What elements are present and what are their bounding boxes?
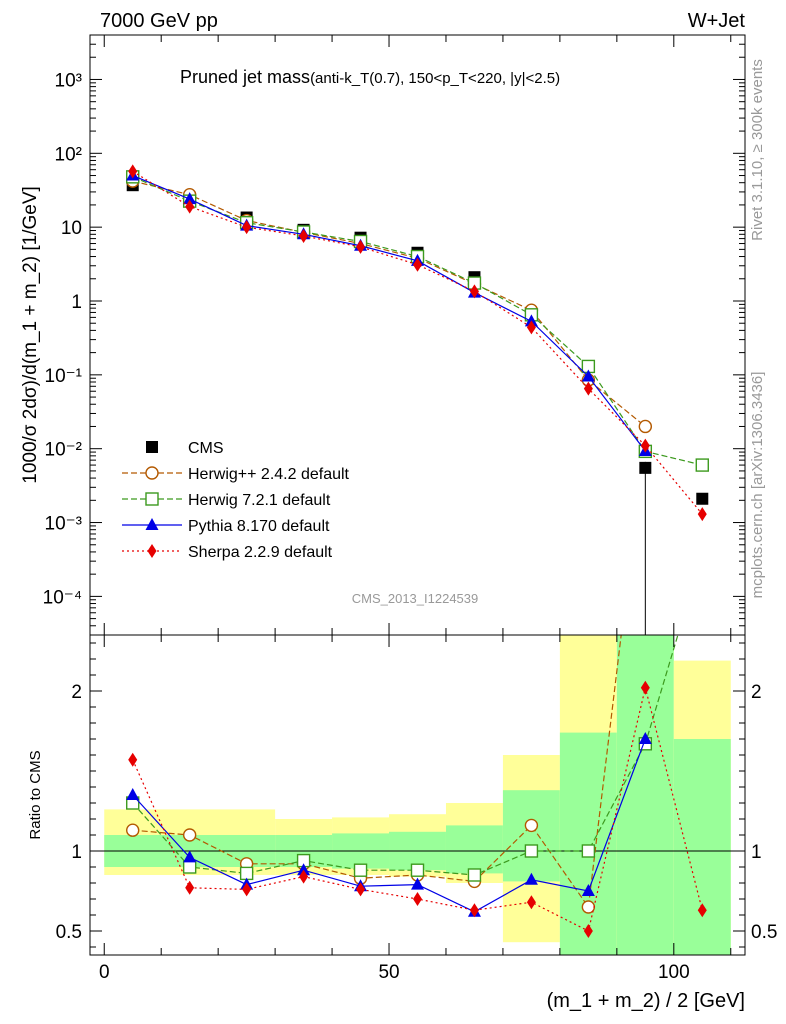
ratio-band-inner-5 [502,790,560,882]
sherpa-ratio-point-25 [242,882,252,897]
sherpa-main-point-95 [640,438,650,453]
herwig7-ratio-point-75 [524,844,539,858]
sherpa-ratio-point-35 [299,869,309,884]
cms-main-point-95 [639,461,652,474]
rivet-version-label: Rivet 3.1.10, ≥ 300k events [749,59,766,241]
ratio-y-axis-label: Ratio to CMS [27,750,44,839]
sherpa-main-point-15 [185,199,195,214]
header-right-label: W+Jet [688,10,746,32]
sherpa-main-point-65 [469,284,479,299]
sherpa-main-line [132,170,703,515]
pythia-ratio-point-55 [411,877,424,890]
cms-legend-marker [146,441,158,453]
herwigpp-main-line [132,180,646,427]
ratio-series-layer [126,635,707,938]
sherpa-ratio-point-5 [128,752,138,767]
herwig7-main-point-105 [695,458,709,472]
main-y-tick-label: 10² [55,144,82,165]
sherpa-ratio-point-15 [185,880,195,895]
pythia-main-point-15 [183,192,197,205]
sherpa-main-point-75 [526,320,536,335]
herwig7-ratio-point-85 [581,844,596,858]
pythia-ratio-point-95 [638,732,652,744]
ratio-y-tick-label-right: 2 [751,682,762,703]
ratio-y-tick-label-left: 1 [71,842,82,863]
herwigpp-ratio-point-15 [182,828,197,842]
pythia-ratio-point-35 [297,863,311,876]
herwigpp-legend-marker [145,466,159,480]
sherpa-main-point-25 [242,220,252,235]
ratio-y-tick-label-left: 2 [71,682,82,703]
sherpa-ratio-point-105 [697,903,707,918]
ratio-band-inner-4 [445,825,503,874]
herwigpp-legend-label: Herwig++ 2.4.2 default [188,466,350,483]
pythia-ratio-line [132,738,646,913]
main-y-tick-label: 10⁻³ [45,514,83,535]
sherpa-legend-label: Sherpa 2.2.9 default [188,544,333,561]
axes-layer: 10⁻⁴ 10⁻³ 10⁻² 10⁻¹ 1 10 10² 10³ 0 50 100 0.5 0.5 1 1 2… [43,34,777,983]
sherpa-main-point-105 [697,507,707,522]
sherpa-ratio-point-95 [640,680,650,695]
sherpa-ratio-point-85 [583,924,593,938]
ratio-y-tick-label-right: 1 [751,842,762,863]
main-y-axis-label: 1000/σ 2dσ)/d(m_1 + m_2) [1/GeV] [20,186,41,484]
pythia-legend-label: Pythia 8.170 default [188,518,330,535]
main-y-tick-label: 10⁻² [45,440,83,461]
analysis-watermark: CMS_2013_I1224539 [352,591,479,606]
cms-legend-label: CMS [188,440,224,457]
pythia-ratio-point-5 [126,788,140,800]
sherpa-main-point-85 [583,381,593,396]
sherpa-main-point-5 [128,164,138,179]
main-y-tick-label: 10 [61,218,82,239]
pythia-ratio-point-85 [581,884,595,896]
ratio-y-tick-label-right: 0.5 [751,922,777,943]
x-axis-label: (m_1 + m_2) / 2 [GeV] [547,990,745,1012]
herwig7-legend-marker [145,492,159,506]
sherpa-main-point-45 [356,239,366,254]
sherpa-ratio-point-75 [526,895,536,910]
ratio-band-inner-6 [559,732,617,955]
sherpa-main-point-55 [413,257,422,272]
x-tick-label: 100 [658,962,690,983]
x-tick-label: 50 [378,962,399,983]
herwig7-ratio-point-55 [410,863,425,877]
herwigpp-main-point-95 [638,419,653,434]
main-y-tick-label: 10⁻⁴ [43,587,82,608]
x-tick-label: 0 [99,962,110,983]
ratio-frame [89,634,746,956]
sherpa-ratio-point-45 [356,882,366,897]
herwig7-ratio-point-45 [353,863,368,877]
pythia-legend-marker [145,518,159,530]
sherpa-ratio-point-55 [413,892,422,906]
sherpa-ratio-point-65 [469,903,479,918]
herwigpp-ratio-point-75 [524,818,539,833]
header-left-label: 7000 GeV pp [100,10,218,32]
pythia-main-line [132,174,646,452]
main-y-tick-label: 1 [71,292,82,313]
ratio-series-clipped [126,635,707,938]
sherpa-main-point-35 [299,228,309,243]
herwig7-main-line [132,176,703,466]
pythia-main-point-85 [581,369,595,382]
cms-main-point-105 [696,492,709,505]
main-series-layer [126,164,709,635]
pythia-ratio-point-15 [183,850,197,863]
main-chart-title: Pruned jet mass(anti-k_T(0.7), 150<p_T<2… [180,67,560,87]
herwigpp-ratio-line [132,635,622,909]
ratio-uncertainty-bands [90,635,745,955]
sherpa-legend-marker [147,544,157,558]
ratio-band-inner-8 [673,739,731,955]
herwigpp-ratio-point-5 [126,823,140,837]
mcplots-reference-label: mcplots.cern.ch [arXiv:1306.3436] [749,372,766,599]
main-y-tick-label: 10⁻¹ [45,366,83,387]
herwig7-legend-label: Herwig 7.2.1 default [188,492,331,509]
legend: CMS Herwig++ 2.4.2 default Herwig 7.2.1 de… [122,440,350,561]
ratio-y-tick-label-left: 0.5 [56,922,82,943]
main-y-tick-label: 10³ [55,70,82,91]
herwig7-ratio-point-15 [182,860,197,874]
pythia-ratio-point-75 [524,872,538,885]
herwig7-ratio-point-65 [467,868,482,882]
